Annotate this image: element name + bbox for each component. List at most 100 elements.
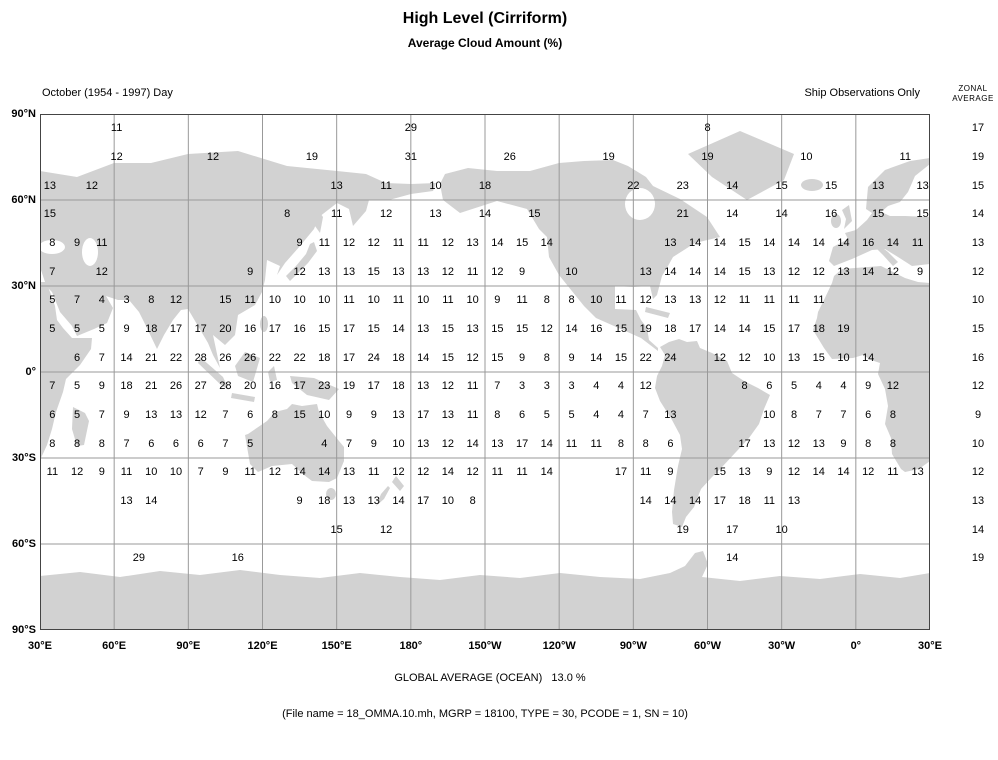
cell-value-45N-325: 14 [837, 237, 850, 249]
cell-value-15S-175: 11 [466, 409, 479, 421]
cell-value-75N-150: 31 [404, 151, 417, 163]
cell-value-15S-215: 5 [568, 409, 575, 421]
cell-value-55N-320: 16 [824, 208, 838, 221]
cell-value-15N-235: 15 [614, 323, 628, 335]
cell-value-15S-345: 8 [889, 409, 896, 421]
cell-value-45N-25: 11 [96, 237, 108, 249]
cell-value-5N-215: 9 [568, 351, 575, 364]
lon-tick-2-90E: 90°E [176, 640, 201, 652]
lat-tick-90S: 90°S [12, 624, 36, 636]
hudson-bay [625, 188, 655, 220]
cell-value-15N-265: 17 [689, 323, 702, 335]
cell-value-35N-285: 15 [738, 265, 751, 278]
cell-value-15N-95: 17 [268, 323, 281, 335]
cell-value-45N-255: 13 [664, 237, 677, 249]
lat-tick-0: 0° [25, 366, 36, 378]
cell-value-5S-335: 9 [865, 380, 872, 393]
cell-value-5N-195: 9 [519, 351, 526, 364]
cell-value-15S-125: 9 [345, 409, 353, 421]
cell-value-45S-125: 13 [342, 495, 356, 507]
cell-value-85N-270: 8 [704, 122, 711, 135]
cell-value-5N-155: 14 [417, 351, 430, 364]
cell-value-35S-325: 14 [837, 466, 850, 479]
cell-value-5S-175: 11 [466, 380, 479, 393]
zonal-average-5N: 16 [971, 351, 985, 364]
cell-value-5N-335: 14 [862, 351, 875, 364]
cell-value-25N-85: 11 [244, 294, 256, 307]
cell-value-25S-335: 8 [865, 437, 872, 450]
zonal-average-35N: 12 [971, 265, 985, 278]
cell-value-35S-355: 13 [911, 466, 924, 479]
cell-value-5S-245: 12 [639, 380, 652, 393]
cell-value-5N-175: 12 [466, 351, 479, 364]
cell-value-5N-165: 15 [441, 351, 455, 364]
cell-value-25N-305: 11 [788, 294, 800, 307]
cell-value-5S-115: 23 [318, 380, 331, 393]
lon-tick-5-180: 180° [399, 640, 423, 652]
cell-value-15S-85: 6 [247, 409, 254, 421]
cell-value-25S-245: 8 [642, 437, 649, 450]
zonal-header-line2: AVERAGE [952, 94, 994, 103]
zonal-header-line1: ZONAL [958, 84, 988, 93]
cell-value-25N-175: 10 [466, 294, 479, 307]
cell-value-15N-295: 15 [763, 323, 776, 335]
lon-tick-12-30E: 30°E [918, 640, 942, 652]
cell-value-55S-280: 17 [726, 523, 739, 536]
cell-value-5N-315: 15 [812, 351, 825, 364]
cell-value-45N-305: 14 [787, 237, 801, 249]
cell-value-15S-245: 7 [642, 409, 649, 421]
cell-value-5S-315: 4 [815, 380, 822, 393]
cell-value-15N-305: 17 [787, 323, 801, 335]
zonal-average-25S: 10 [971, 437, 985, 450]
cell-value-45S-255: 14 [664, 495, 677, 507]
cell-value-25S-215: 11 [565, 437, 578, 450]
cell-value-15S-75: 7 [222, 409, 229, 421]
cell-value-5S-95: 16 [268, 380, 281, 393]
cell-value-35S-185: 11 [491, 466, 504, 479]
zonal-average-15S: 9 [974, 409, 982, 421]
cell-value-15S-295: 10 [763, 409, 776, 421]
file-info-footer: (File name = 18_OMMA.10.mh, MGRP = 18100… [282, 708, 688, 720]
land-europe [829, 209, 930, 266]
land-greenland [688, 131, 794, 200]
cell-value-75N-190: 26 [503, 151, 516, 163]
zonal-average-65S: 19 [971, 552, 985, 565]
land-new-zealand [376, 476, 404, 506]
land-tasmania [326, 488, 336, 500]
cell-value-35S-15: 12 [70, 466, 84, 479]
cell-value-5N-95: 22 [268, 351, 281, 364]
cell-value-75N-31: 12 [110, 151, 123, 163]
cell-value-35S-65: 7 [197, 466, 204, 479]
lat-tick-30N: 30°N [11, 280, 36, 292]
cell-value-5S-165: 12 [441, 380, 455, 393]
cell-value-65N-180: 18 [478, 179, 492, 192]
cell-value-5S-155: 13 [417, 380, 430, 393]
cell-value-5S-85: 20 [244, 380, 257, 393]
cell-value-5N-105: 22 [293, 351, 306, 364]
cell-value-15S-5: 6 [49, 409, 56, 421]
cell-value-25N-135: 10 [367, 294, 380, 307]
cell-value-55S-260: 19 [676, 523, 689, 536]
cell-value-45N-115: 11 [318, 237, 331, 249]
cell-value-45N-285: 15 [738, 237, 751, 249]
cell-value-35N-135: 15 [367, 265, 380, 278]
cell-value-15S-235: 4 [617, 409, 625, 421]
cell-value-35S-305: 12 [787, 466, 801, 479]
cell-value-5N-35: 14 [120, 351, 133, 364]
land-africa-east [40, 282, 92, 460]
cell-value-25S-115: 4 [321, 437, 328, 450]
cell-value-35S-105: 14 [293, 466, 306, 479]
land-italy [876, 244, 898, 266]
lon-tick-11-0: 0° [850, 640, 862, 652]
cell-value-45N-335: 16 [862, 237, 875, 249]
cell-value-15N-285: 14 [738, 323, 751, 335]
cell-value-35S-205: 14 [540, 466, 553, 479]
cell-value-35N-25: 12 [95, 265, 108, 278]
cell-value-65N-21: 12 [85, 179, 99, 192]
cell-value-5S-235: 4 [617, 380, 625, 393]
lon-tick-9-60W: 60°W [693, 640, 722, 652]
cell-value-55N-339: 15 [871, 208, 885, 221]
cell-value-25N-35: 3 [123, 294, 130, 307]
cell-value-5S-205: 3 [543, 380, 550, 393]
